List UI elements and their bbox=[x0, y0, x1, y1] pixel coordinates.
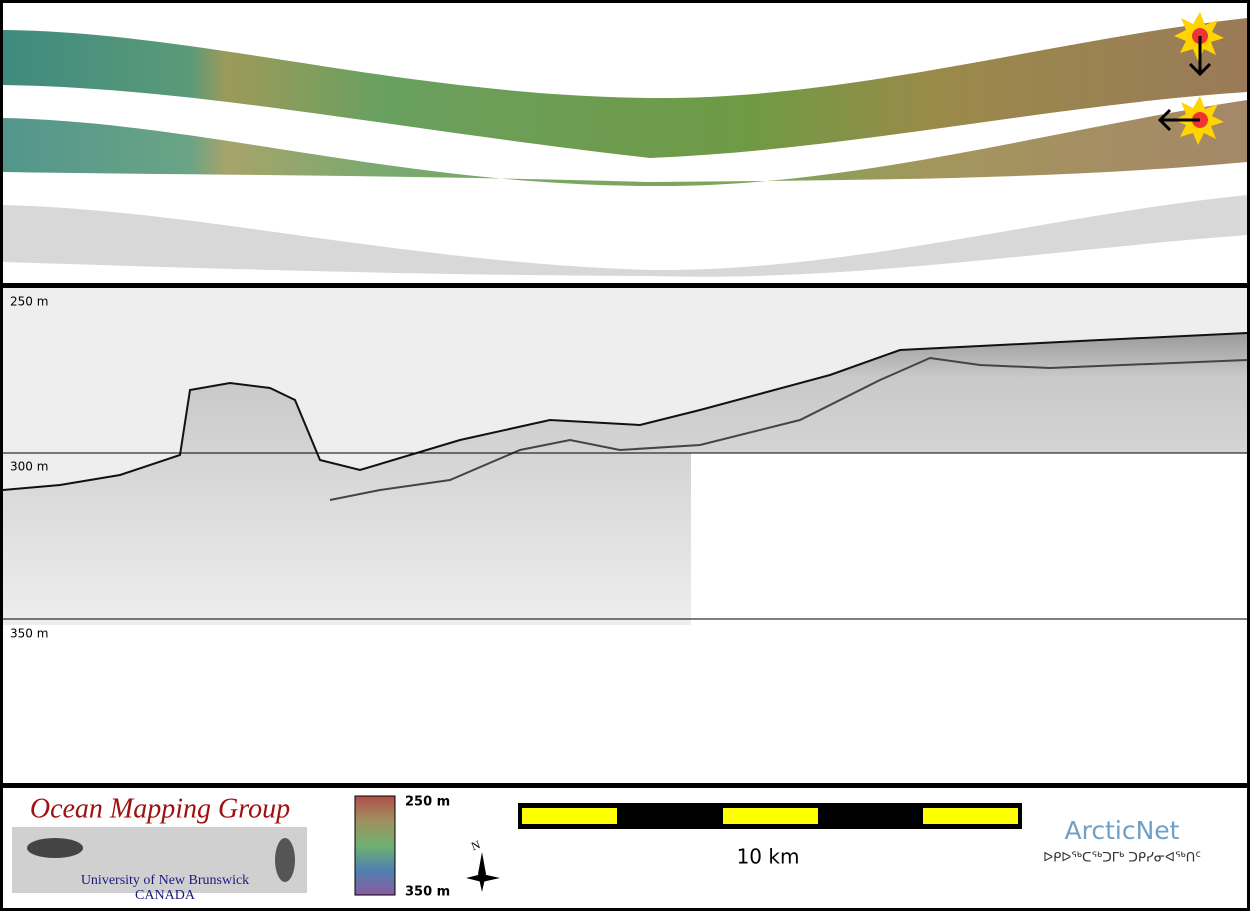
logo-title: Ocean Mapping Group bbox=[30, 793, 290, 824]
logo-image bbox=[27, 838, 83, 858]
divider bbox=[0, 283, 1250, 288]
logo-title: ArcticNet bbox=[1065, 816, 1180, 845]
logo-subtitle: ᐅᑭᐅᖅᑕᖅᑐᒥᒃ ᑐᑭᓯᓂᐊᖅᑎᑦ bbox=[1043, 851, 1201, 866]
sun-icon bbox=[1174, 12, 1224, 77]
depth-label: 250 m bbox=[10, 295, 48, 309]
reflector bbox=[329, 356, 1248, 501]
swath-bathymetry-2 bbox=[3, 100, 1247, 187]
swath-backscatter bbox=[3, 195, 1247, 277]
logo-line: University of New Brunswick bbox=[81, 873, 249, 888]
subbottom bbox=[3, 333, 1247, 625]
divider bbox=[0, 783, 1250, 788]
depth-label: 300 m bbox=[10, 460, 48, 474]
seafloor bbox=[2, 332, 1248, 491]
logo-line: CANADA bbox=[135, 888, 196, 903]
scale-bar-segment bbox=[723, 808, 818, 824]
sun-icon bbox=[1157, 96, 1224, 145]
scale-bar-segment bbox=[923, 808, 1018, 824]
legend-label: 250 m bbox=[405, 795, 450, 810]
scale-bar-segment bbox=[522, 808, 617, 824]
logo-image bbox=[12, 827, 307, 893]
scale-label: 10 km bbox=[737, 845, 800, 869]
depth-label: 350 m bbox=[10, 627, 48, 641]
swath-bathymetry bbox=[3, 18, 1247, 158]
logo-image bbox=[275, 838, 295, 882]
color-legend bbox=[354, 795, 396, 896]
legend-label: 350 m bbox=[405, 885, 450, 900]
